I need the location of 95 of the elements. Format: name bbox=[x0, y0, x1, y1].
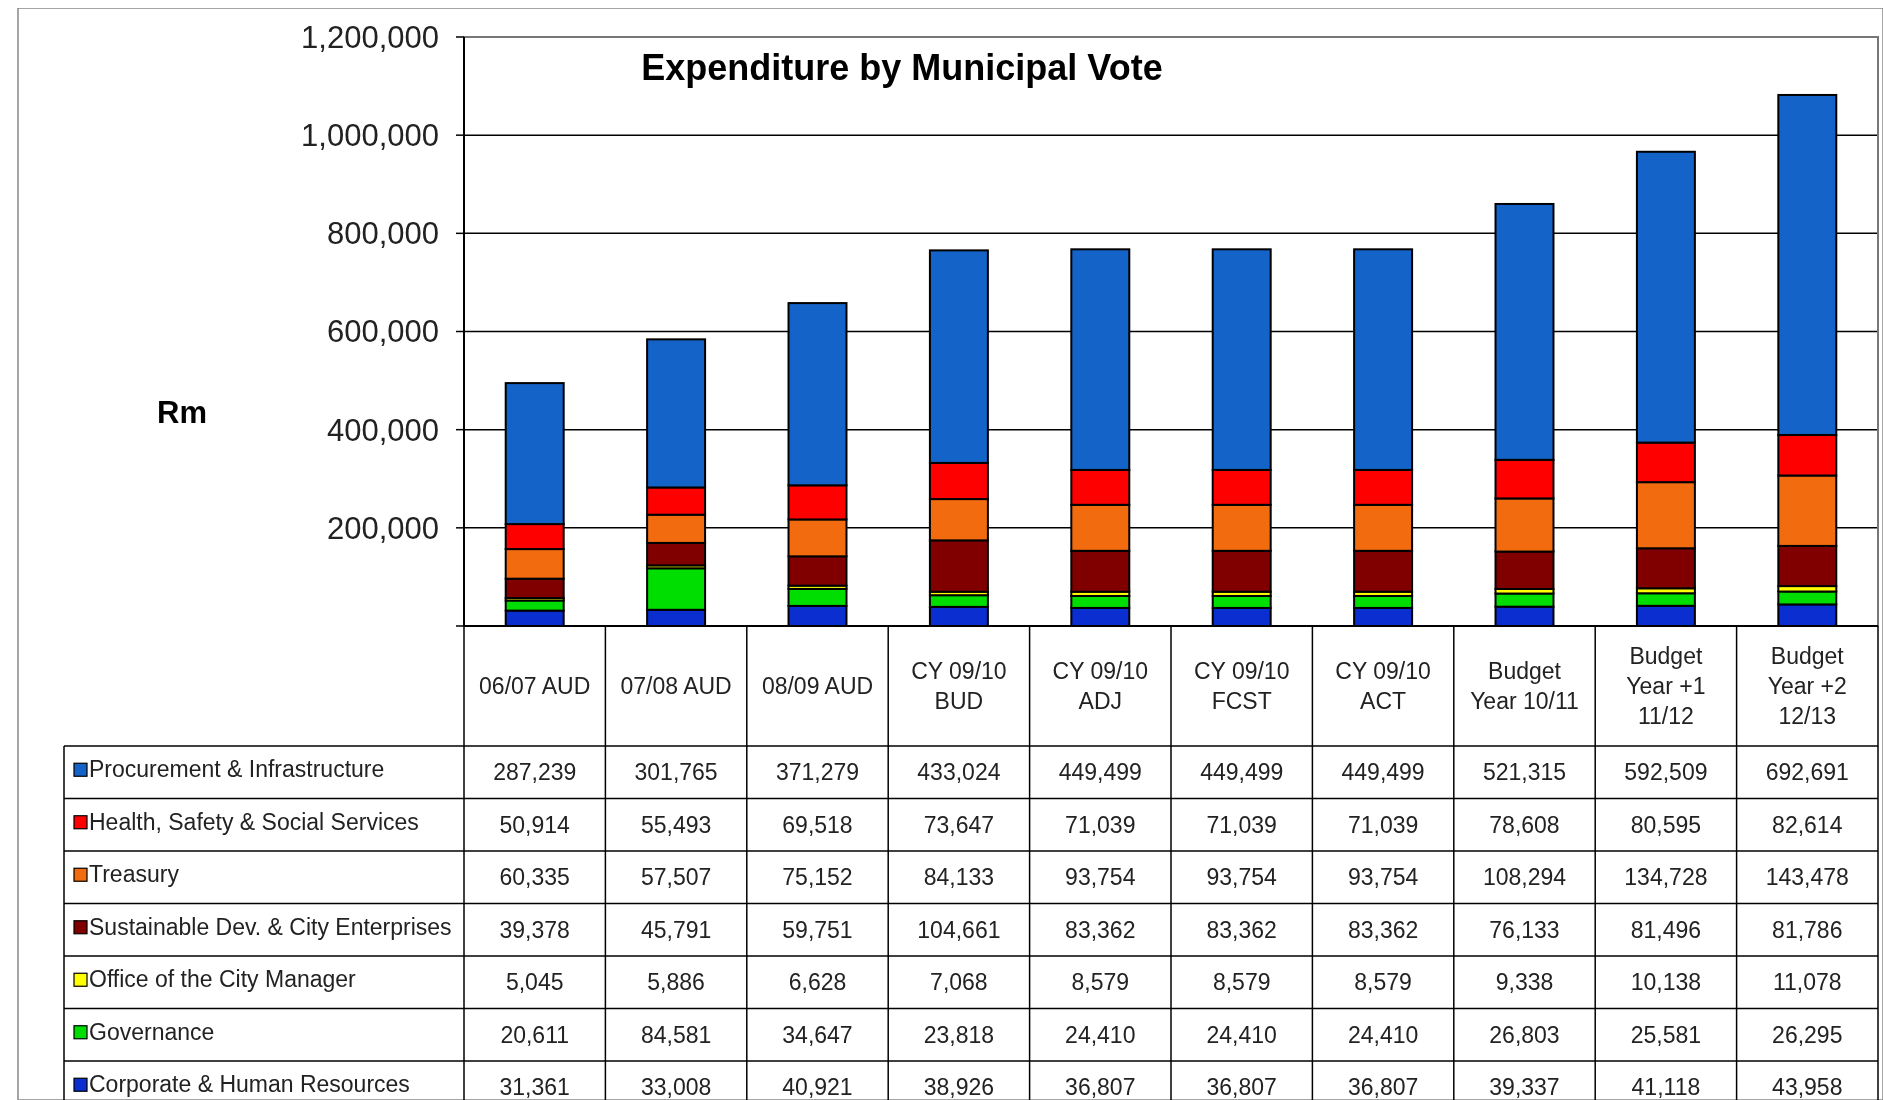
data-label: 40,921 bbox=[782, 1074, 853, 1100]
data-label: 9,338 bbox=[1495, 969, 1554, 996]
data-label: 43,958 bbox=[1772, 1074, 1843, 1100]
data-label: 449,499 bbox=[1200, 759, 1284, 786]
data-label: 36,807 bbox=[1206, 1074, 1277, 1100]
data-label: 8,579 bbox=[1354, 969, 1412, 996]
x-tick-label: CY 09/10 FCST bbox=[1193, 658, 1290, 715]
y-tick-label: 200,000 bbox=[326, 510, 439, 546]
data-label: 5,045 bbox=[505, 969, 564, 996]
data-label: 73,647 bbox=[923, 811, 995, 838]
data-label: 692,691 bbox=[1765, 759, 1849, 786]
data-label: 41,118 bbox=[1631, 1074, 1701, 1100]
data-label: 83,362 bbox=[1347, 916, 1419, 943]
data-label: 39,337 bbox=[1489, 1074, 1560, 1100]
data-label: 24,410 bbox=[1206, 1021, 1277, 1048]
legend-label: Governance bbox=[89, 1018, 215, 1045]
data-label: 301,765 bbox=[634, 759, 718, 786]
data-label: 84,581 bbox=[640, 1021, 712, 1048]
x-tick-label: Budget Year 10/11 bbox=[1470, 658, 1579, 715]
data-label: 84,133 bbox=[923, 864, 995, 891]
legend-label: Procurement & Infrastructure bbox=[89, 756, 385, 783]
data-label: 78,608 bbox=[1489, 811, 1560, 838]
data-label: 39,378 bbox=[499, 916, 570, 943]
x-tick-label: CY 09/10 BUD bbox=[911, 658, 1007, 715]
data-label: 8,579 bbox=[1212, 969, 1271, 996]
x-tick-label: CY 09/10 ADJ bbox=[1052, 658, 1149, 715]
data-label: 81,496 bbox=[1630, 916, 1702, 943]
legend-label: Sustainable Dev. & City Enterprises bbox=[89, 913, 452, 940]
data-label: 83,362 bbox=[1206, 916, 1277, 943]
y-tick-label: 400,000 bbox=[326, 412, 439, 448]
x-tick-label: CY 09/10 ACT bbox=[1335, 658, 1431, 715]
data-label: 36,807 bbox=[1347, 1074, 1419, 1100]
y-axis-title: Rm bbox=[157, 394, 207, 430]
legend-label: Treasury bbox=[89, 861, 180, 888]
data-label: 10,138 bbox=[1630, 969, 1702, 996]
data-label: 60,335 bbox=[499, 864, 570, 891]
data-label: 449,499 bbox=[1058, 759, 1142, 786]
data-label: 71,039 bbox=[1065, 811, 1136, 838]
data-label: 8,579 bbox=[1071, 969, 1130, 996]
data-label: 81,786 bbox=[1772, 916, 1843, 943]
data-label: 31,361 bbox=[499, 1074, 570, 1100]
data-label: 82,614 bbox=[1772, 811, 1843, 838]
data-label: 33,008 bbox=[640, 1074, 712, 1100]
data-label: 71,039 bbox=[1206, 811, 1277, 838]
x-tick-label: 08/09 AUD bbox=[761, 673, 874, 700]
data-label: 26,803 bbox=[1489, 1021, 1560, 1048]
data-label: 57,507 bbox=[640, 864, 712, 891]
data-label: 5,886 bbox=[647, 969, 705, 996]
data-label: 521,315 bbox=[1482, 759, 1567, 786]
data-label: 38,926 bbox=[923, 1074, 995, 1100]
data-label: 55,493 bbox=[640, 811, 712, 838]
data-label: 449,499 bbox=[1341, 759, 1425, 786]
x-tick-label: 07/08 AUD bbox=[620, 673, 732, 700]
data-label: 592,509 bbox=[1624, 759, 1708, 786]
y-tick-label: 1,200,000 bbox=[301, 19, 439, 55]
data-label: 25,581 bbox=[1630, 1021, 1702, 1048]
data-label: 24,410 bbox=[1065, 1021, 1136, 1048]
data-label: 45,791 bbox=[640, 916, 712, 943]
data-label: 69,518 bbox=[782, 811, 853, 838]
legend-label: Corporate & Human Resources bbox=[89, 1071, 410, 1098]
x-tick-label: Budget Year +1 11/12 bbox=[1626, 643, 1706, 730]
data-label: 93,754 bbox=[1065, 864, 1136, 891]
data-label: 134,728 bbox=[1624, 864, 1708, 891]
data-label: 287,239 bbox=[493, 759, 577, 786]
data-label: 75,152 bbox=[782, 864, 853, 891]
data-label: 6,628 bbox=[788, 969, 847, 996]
y-tick-label: 1,000,000 bbox=[301, 118, 439, 154]
data-label: 108,294 bbox=[1482, 864, 1567, 891]
data-label: 143,478 bbox=[1765, 864, 1849, 891]
data-label: 11,078 bbox=[1772, 969, 1842, 996]
data-label: 20,611 bbox=[500, 1021, 570, 1048]
data-label: 34,647 bbox=[782, 1021, 853, 1048]
data-label: 433,024 bbox=[917, 759, 1001, 786]
data-label: 104,661 bbox=[917, 916, 1001, 943]
data-label: 83,362 bbox=[1065, 916, 1136, 943]
data-label: 59,751 bbox=[782, 916, 853, 943]
data-label: 24,410 bbox=[1347, 1021, 1419, 1048]
legend-label: Health, Safety & Social Services bbox=[89, 808, 419, 835]
data-label: 80,595 bbox=[1630, 811, 1702, 838]
y-tick-label: 600,000 bbox=[326, 314, 439, 350]
x-tick-label: Budget Year +2 12/13 bbox=[1767, 643, 1847, 730]
data-label: 50,914 bbox=[499, 811, 571, 838]
data-label: 23,818 bbox=[923, 1021, 995, 1048]
data-label: 93,754 bbox=[1206, 864, 1278, 891]
data-label: 76,133 bbox=[1489, 916, 1560, 943]
data-label: 26,295 bbox=[1772, 1021, 1843, 1048]
chart-title: Expenditure by Municipal Vote bbox=[641, 47, 1163, 88]
x-tick-label: 06/07 AUD bbox=[479, 673, 591, 700]
data-label: 371,279 bbox=[775, 759, 860, 786]
data-label: 7,068 bbox=[930, 969, 988, 996]
data-label: 93,754 bbox=[1347, 864, 1419, 891]
data-label: 71,039 bbox=[1347, 811, 1419, 838]
y-tick-label: 800,000 bbox=[326, 216, 439, 252]
legend-label: Office of the City Manager bbox=[89, 966, 357, 993]
data-label: 36,807 bbox=[1065, 1074, 1136, 1100]
